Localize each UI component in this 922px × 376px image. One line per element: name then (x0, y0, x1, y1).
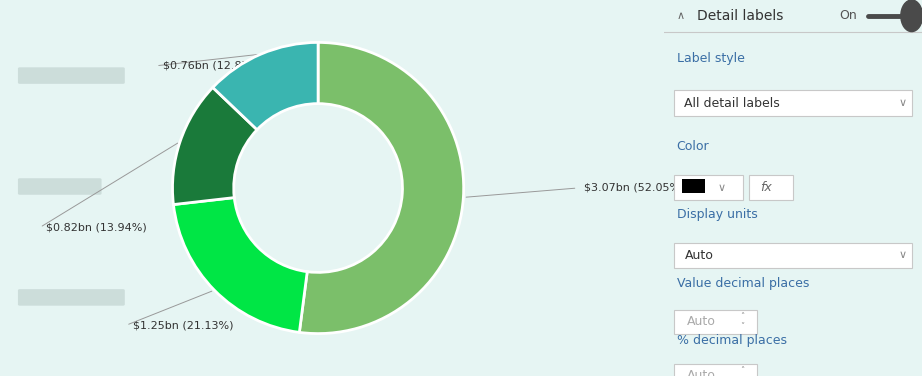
Text: Auto: Auto (687, 369, 716, 376)
Wedge shape (172, 88, 257, 205)
Text: ∨: ∨ (718, 183, 727, 193)
Text: ∨: ∨ (899, 250, 907, 260)
Text: fx: fx (760, 181, 772, 194)
Text: % decimal places: % decimal places (677, 334, 786, 347)
Text: $0.82bn (13.94%): $0.82bn (13.94%) (46, 223, 148, 232)
Text: All detail labels: All detail labels (684, 97, 780, 109)
Text: ˅: ˅ (740, 323, 745, 332)
Text: Label style: Label style (677, 52, 745, 65)
FancyBboxPatch shape (18, 289, 124, 306)
Text: ∧: ∧ (677, 11, 685, 21)
Text: Display units: Display units (677, 208, 758, 221)
FancyBboxPatch shape (749, 175, 793, 200)
FancyBboxPatch shape (674, 310, 757, 334)
Text: $0.76bn (12.87%): $0.76bn (12.87%) (162, 61, 264, 71)
Text: Auto: Auto (687, 315, 716, 328)
Wedge shape (173, 198, 307, 332)
Text: Auto: Auto (684, 249, 714, 262)
Circle shape (901, 0, 922, 32)
Text: Value decimal places: Value decimal places (677, 277, 810, 290)
Text: ˄: ˄ (740, 312, 745, 321)
FancyBboxPatch shape (674, 90, 912, 116)
Text: $1.25bn (21.13%): $1.25bn (21.13%) (133, 320, 233, 330)
Text: ∨: ∨ (899, 98, 907, 108)
FancyBboxPatch shape (674, 243, 912, 268)
Wedge shape (300, 42, 464, 334)
FancyBboxPatch shape (674, 175, 742, 200)
Text: ˄: ˄ (740, 365, 745, 374)
FancyBboxPatch shape (674, 364, 757, 376)
Text: Detail labels: Detail labels (697, 9, 784, 23)
Text: On: On (839, 9, 857, 22)
Wedge shape (213, 42, 318, 130)
Text: $3.07bn (52.05%): $3.07bn (52.05%) (585, 183, 685, 193)
FancyBboxPatch shape (18, 178, 101, 195)
FancyBboxPatch shape (682, 179, 705, 193)
FancyBboxPatch shape (18, 67, 124, 84)
Text: Color: Color (677, 140, 709, 153)
